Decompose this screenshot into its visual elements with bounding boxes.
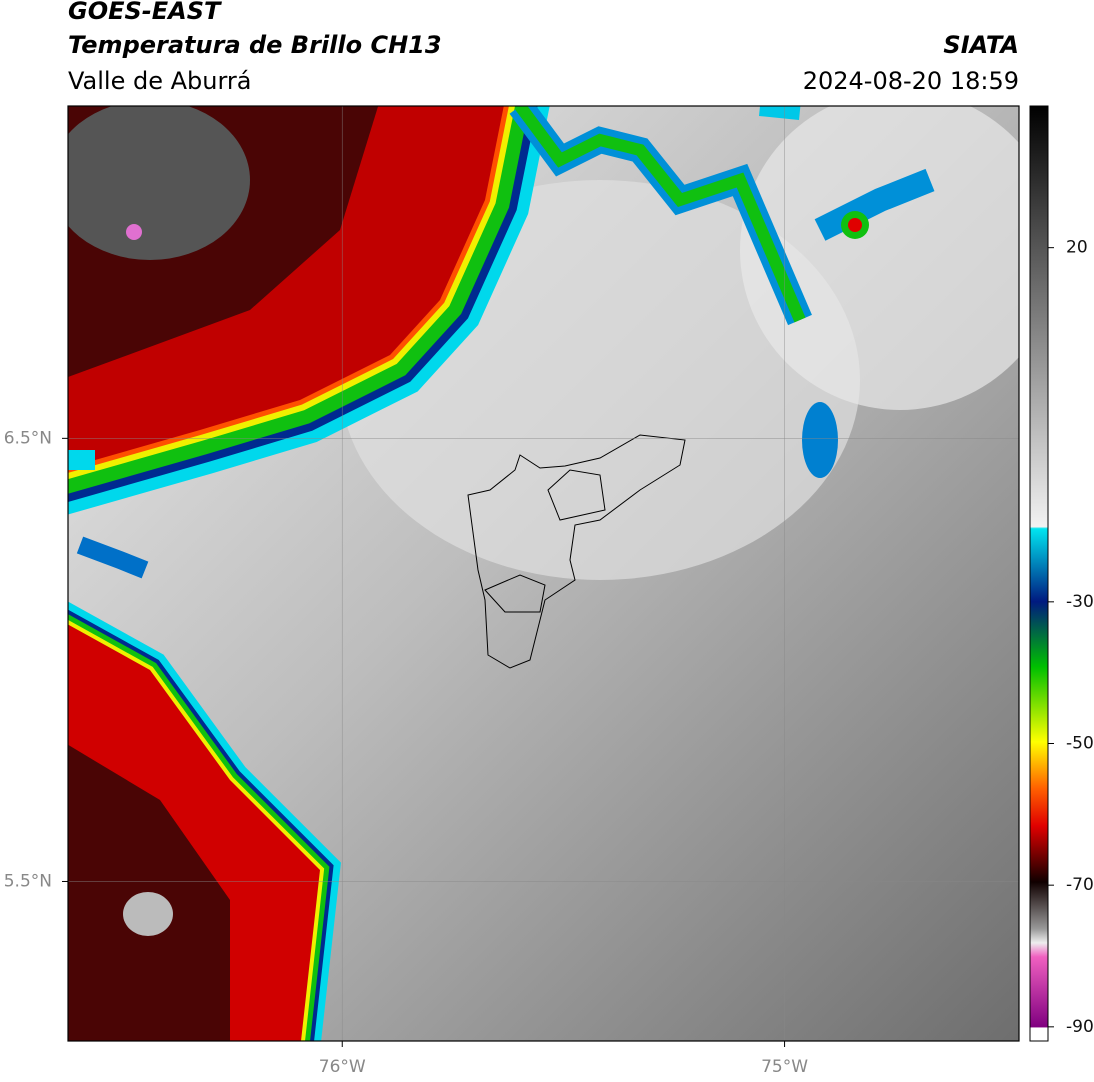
municipal-outlines: [467, 434, 686, 669]
colorbar-tick-label: -70: [1066, 875, 1094, 895]
datetime: 2024-08-20 18:59: [803, 67, 1019, 95]
lat-tick-label: 6.5°N: [4, 428, 52, 448]
map-image: [68, 106, 1019, 1041]
colorbar-tick-label: 20: [1066, 238, 1088, 258]
lon-tick-label: 76°W: [319, 1057, 366, 1077]
colorbar: [1029, 105, 1049, 1042]
lon-tick-label: 75°W: [761, 1057, 808, 1077]
colorbar-tick-label: -90: [1066, 1017, 1094, 1037]
map-frame: [67, 105, 1020, 1042]
lat-tick-label: 5.5°N: [4, 871, 52, 891]
subtitle: Temperatura de Brillo CH13: [68, 31, 442, 59]
source: SIATA: [943, 31, 1019, 59]
title: GOES-EAST: [68, 0, 222, 25]
colorbar-tick-label: -50: [1066, 734, 1094, 754]
region: Valle de Aburrá: [68, 67, 252, 95]
colorbar-tick-label: -30: [1066, 592, 1094, 612]
